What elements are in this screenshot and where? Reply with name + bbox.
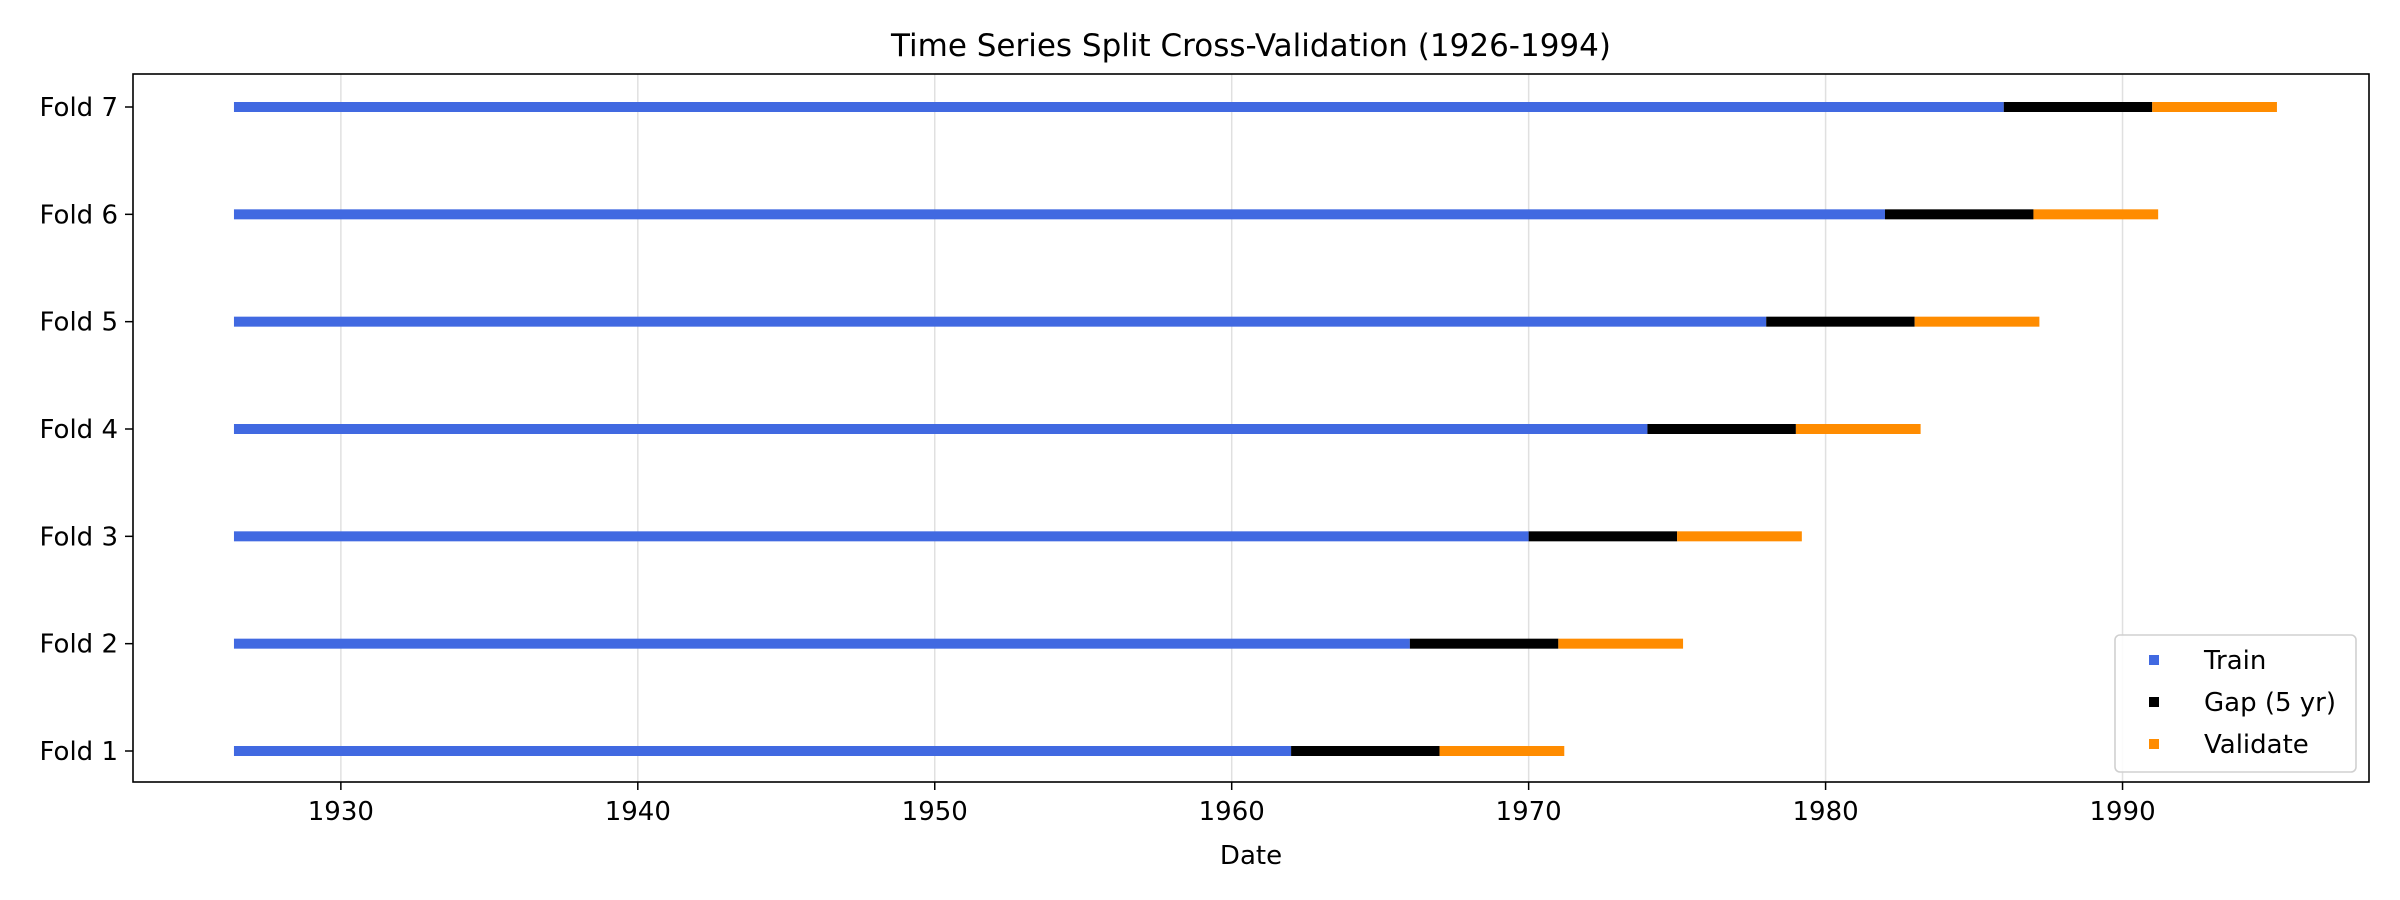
fold-5-validate-bar [1914,316,2040,327]
fold-5-gap-bar [1766,316,1915,327]
y-axis-ticks: Fold 1 Fold 2 Fold 3 Fold 4 Fold 5 Fold 6 Fold… [40,93,133,767]
legend-label-validate: Validate [2204,730,2309,760]
legend-swatch-gap [2149,697,2159,707]
x-tick-label-1950: 1950 [902,797,968,827]
legend-label-train: Train [2203,646,2266,676]
fold-3-train-bar [233,531,1529,542]
fold-1-train-bar [233,746,1292,756]
fold-4-train-bar [233,424,1648,434]
bars-layer [233,102,2277,756]
fold-6-gap-bar [1884,209,2034,220]
x-axis-label: Date [1220,841,1282,871]
fold-1-gap-bar [1291,746,1440,756]
fold-7-validate-bar [2152,102,2277,112]
y-tick-label-fold-3: Fold 3 [40,522,118,552]
x-tick-label-1970: 1970 [1496,797,1562,827]
fold-7-gap-bar [2003,102,2153,112]
y-tick-label-fold-5: Fold 5 [40,308,118,338]
legend-items: Train Gap (5 yr) Validate [2149,646,2336,760]
y-tick-label-fold-2: Fold 2 [40,630,118,660]
legend-frame [2114,634,2357,773]
legend-swatch-validate [2149,739,2159,749]
y-tick-label-fold-6: Fold 6 [40,200,118,230]
fold-5-train-bar [233,316,1767,327]
y-tick-label-fold-4: Fold 4 [40,415,118,445]
x-tick-label-1990: 1990 [2089,797,2155,827]
x-tick-label-1930: 1930 [308,797,374,827]
chart-title: Time Series Split Cross-Validation (1926… [890,28,1611,64]
fold-7-train-bar [233,102,2004,112]
legend-label-gap: Gap (5 yr) [2204,688,2336,718]
legend-swatch-train [2149,655,2159,665]
fold-1-validate-bar [1439,746,1565,756]
x-tick-label-1980: 1980 [1793,797,1859,827]
fold-3-gap-bar [1528,531,1678,542]
plot-area-frame [132,73,2370,783]
fold-2-validate-bar [1558,638,1684,649]
x-tick-label-1940: 1940 [605,797,671,827]
fold-2-gap-bar [1409,638,1559,649]
y-tick-label-fold-7: Fold 7 [40,93,118,123]
fold-3-validate-bar [1677,531,1802,542]
fold-6-train-bar [233,209,1885,220]
y-tick-label-fold-1: Fold 1 [40,737,118,767]
x-axis-ticks: 1930 1940 1950 1960 1970 1980 1990 [308,782,2156,827]
fold-6-validate-bar [2033,209,2159,220]
fold-4-validate-bar [1795,424,1921,434]
fold-4-gap-bar [1647,424,1796,434]
fold-2-train-bar [233,638,1410,649]
x-tick-label-1960: 1960 [1199,797,1265,827]
legend: Train Gap (5 yr) Validate [2114,634,2357,773]
